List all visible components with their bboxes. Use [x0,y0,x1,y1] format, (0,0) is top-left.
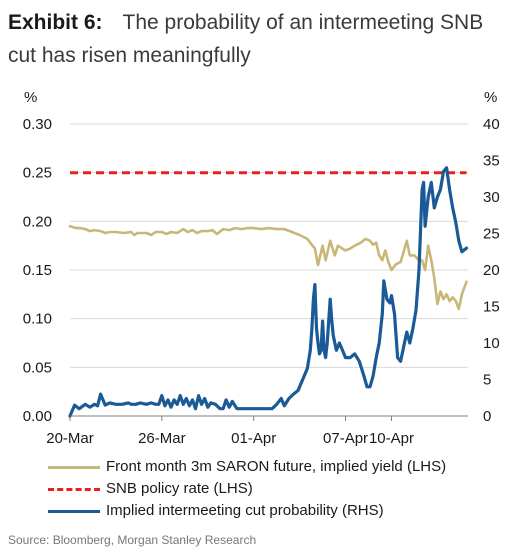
cut-probability-line [68,166,469,418]
saron-yield-line [68,224,468,311]
left-tick-label: 0.30 [23,116,52,133]
legend-label-prob: Implied intermeeting cut probability (RH… [106,502,384,519]
legend-item-policy: SNB policy rate (LHS) [48,478,446,500]
left-axis-unit: % [24,89,37,106]
x-axis-ticks: 20-Mar 26-Mar 01-Apr 07-Apr 10-Apr [46,416,414,447]
left-tick-label: 0.00 [23,408,52,425]
left-tick-label: 0.25 [23,165,52,182]
right-tick-label: 15 [483,299,500,316]
legend-item-prob: Implied intermeeting cut probability (RH… [48,500,446,522]
legend: Front month 3m SARON future, implied yie… [48,456,446,522]
chart-title: Exhibit 6: The probability of an intermee… [8,6,508,72]
legend-swatch-saron [48,465,100,469]
right-tick-label: 20 [483,262,500,279]
right-tick-label: 35 [483,153,500,170]
exhibit-title-text: The probability of an intermeeting SNB c… [8,11,484,67]
series-lines [68,166,469,418]
legend-swatch-policy [48,487,100,491]
legend-label-saron: Front month 3m SARON future, implied yie… [106,458,447,475]
left-axis-ticks: 0.00 0.05 0.10 0.15 0.20 0.25 0.30 [23,116,52,425]
exhibit-label: Exhibit 6: [8,11,103,34]
x-tick-label: 07-Apr [323,430,368,447]
line-chart: % % 0.00 0.05 0.10 0.15 0.20 0.25 0.30 0 5 10 15 2… [23,89,500,447]
left-tick-label: 0.10 [23,311,52,328]
left-tick-label: 0.05 [23,359,52,376]
x-tick-label: 20-Mar [46,430,94,447]
source-note: Source: Bloomberg, Morgan Stanley Resear… [8,533,257,547]
left-tick-label: 0.15 [23,262,52,279]
left-tick-label: 0.20 [23,213,52,230]
right-tick-label: 10 [483,335,500,352]
right-axis-unit: % [484,89,497,106]
right-tick-label: 5 [483,372,491,389]
legend-swatch-prob [48,509,100,513]
x-tick-label: 01-Apr [231,430,276,447]
right-tick-label: 40 [483,116,500,133]
right-tick-label: 0 [483,408,491,425]
right-tick-label: 25 [483,226,500,243]
right-tick-label: 30 [483,189,500,206]
legend-label-policy: SNB policy rate (LHS) [106,480,253,497]
right-axis-ticks: 0 5 10 15 20 25 30 35 40 [483,116,500,425]
legend-item-saron: Front month 3m SARON future, implied yie… [48,456,446,478]
x-tick-label: 10-Apr [369,430,414,447]
x-tick-label: 26-Mar [138,430,186,447]
